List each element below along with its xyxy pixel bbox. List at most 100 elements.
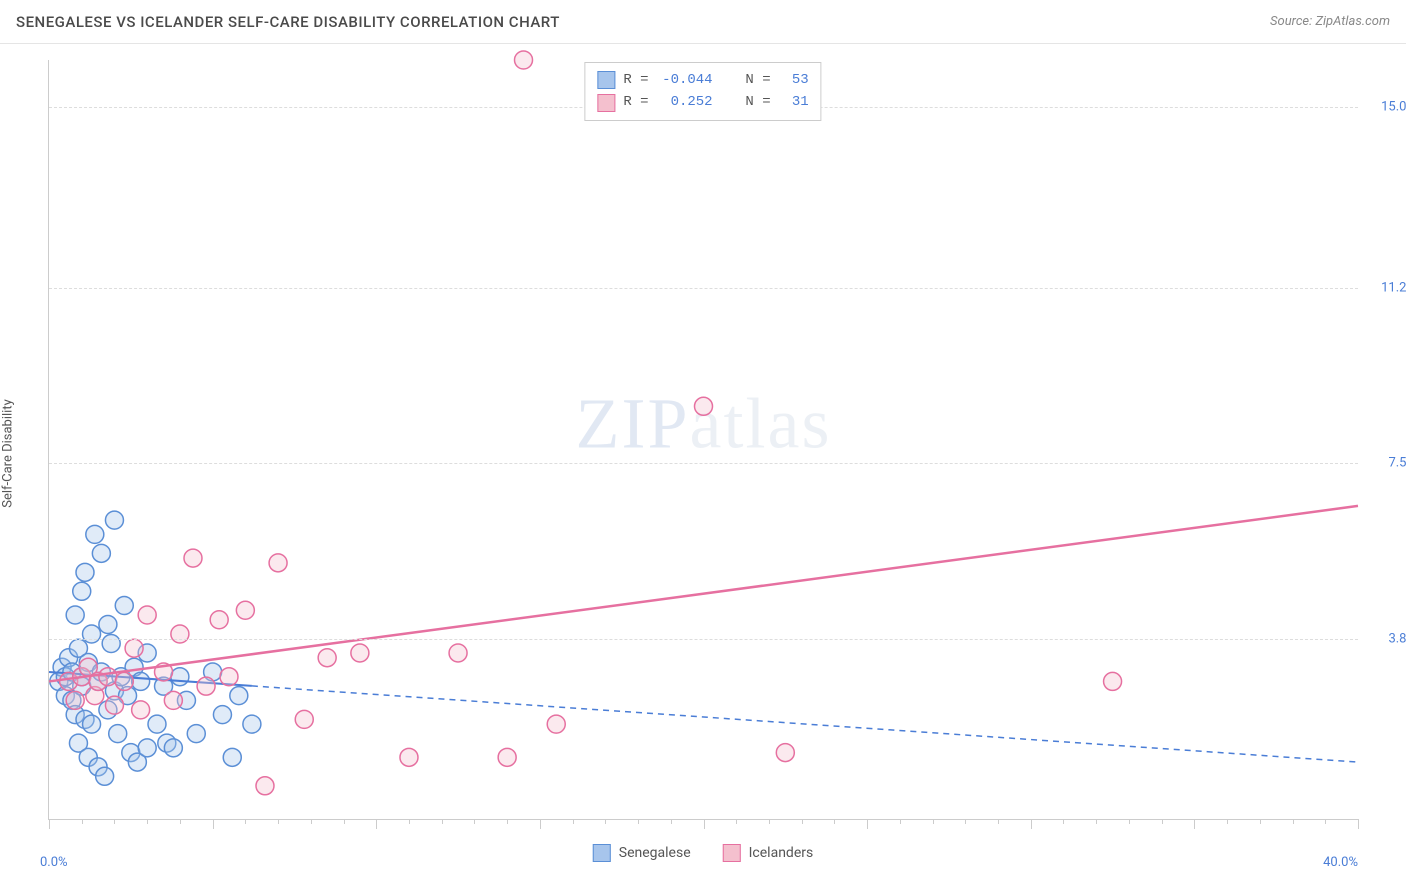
series-legend: Senegalese Icelanders	[593, 844, 813, 862]
legend-row-icelanders: R =0.252 N =31	[597, 91, 808, 113]
marker-icelanders	[66, 691, 84, 709]
gridline	[49, 288, 1358, 289]
x-tick	[311, 819, 312, 824]
marker-icelanders	[236, 601, 254, 619]
x-tick	[245, 819, 246, 824]
chart-title: SENEGALESE VS ICELANDER SELF-CARE DISABI…	[16, 13, 560, 31]
marker-senegalese	[132, 672, 150, 690]
x-tick	[507, 819, 508, 824]
r-value-senegalese: -0.044	[657, 69, 713, 91]
marker-senegalese	[213, 706, 231, 724]
x-tick	[474, 819, 475, 824]
r-label: R =	[623, 69, 648, 91]
x-tick	[867, 819, 868, 829]
marker-icelanders	[449, 644, 467, 662]
marker-senegalese	[96, 767, 114, 785]
marker-icelanders	[171, 625, 189, 643]
x-tick	[1325, 819, 1326, 824]
marker-icelanders	[776, 744, 794, 762]
marker-icelanders	[547, 715, 565, 733]
x-tick	[278, 819, 279, 824]
plot-area: ZIPatlas 3.8%7.5%11.2%15.0%	[48, 60, 1358, 820]
x-tick	[1063, 819, 1064, 824]
marker-senegalese	[171, 668, 189, 686]
x-tick	[736, 819, 737, 824]
gridline	[49, 639, 1358, 640]
x-tick	[900, 819, 901, 824]
marker-senegalese	[115, 597, 133, 615]
x-tick	[344, 819, 345, 824]
marker-icelanders	[184, 549, 202, 567]
x-tick	[834, 819, 835, 824]
marker-senegalese	[164, 739, 182, 757]
swatch-icelanders	[723, 844, 741, 862]
swatch-senegalese	[597, 71, 615, 89]
swatch-senegalese	[593, 844, 611, 862]
n-value-senegalese: 53	[779, 69, 809, 91]
x-tick	[147, 819, 148, 824]
marker-icelanders	[164, 691, 182, 709]
marker-senegalese	[76, 563, 94, 581]
marker-icelanders	[295, 710, 313, 728]
y-tick-label: 15.0%	[1366, 100, 1406, 115]
n-label: N =	[745, 91, 770, 113]
x-tick	[638, 819, 639, 824]
marker-icelanders	[515, 51, 533, 69]
marker-icelanders	[138, 606, 156, 624]
x-tick	[933, 819, 934, 824]
chart-header: SENEGALESE VS ICELANDER SELF-CARE DISABI…	[0, 0, 1406, 44]
marker-senegalese	[83, 625, 101, 643]
x-tick	[998, 819, 999, 824]
marker-icelanders	[695, 397, 713, 415]
marker-senegalese	[148, 715, 166, 733]
marker-senegalese	[83, 715, 101, 733]
x-tick	[1358, 819, 1359, 829]
marker-senegalese	[99, 616, 117, 634]
marker-icelanders	[498, 748, 516, 766]
marker-icelanders	[220, 668, 238, 686]
x-tick	[1096, 819, 1097, 824]
x-tick	[82, 819, 83, 824]
marker-senegalese	[66, 606, 84, 624]
x-tick	[114, 819, 115, 824]
x-tick	[605, 819, 606, 824]
marker-icelanders	[210, 611, 228, 629]
x-axis-min-label: 0.0%	[40, 855, 68, 870]
y-tick-label: 11.2%	[1366, 280, 1406, 295]
source-label: Source:	[1270, 14, 1315, 29]
marker-senegalese	[73, 582, 91, 600]
marker-icelanders	[400, 748, 418, 766]
x-tick	[1260, 819, 1261, 824]
x-tick	[1162, 819, 1163, 824]
y-axis-label: Self-Care Disability	[1, 399, 16, 507]
marker-icelanders	[125, 639, 143, 657]
x-tick	[442, 819, 443, 824]
x-tick	[965, 819, 966, 824]
y-tick-label: 7.5%	[1366, 456, 1406, 471]
legend-label-senegalese: Senegalese	[619, 845, 691, 861]
marker-senegalese	[187, 725, 205, 743]
x-axis-max-label: 40.0%	[1323, 855, 1358, 870]
chart-source: Source: ZipAtlas.com	[1270, 14, 1390, 29]
legend-label-icelanders: Icelanders	[749, 845, 814, 861]
marker-senegalese	[109, 725, 127, 743]
x-tick	[671, 819, 672, 824]
legend-row-senegalese: R =-0.044 N =53	[597, 69, 808, 91]
marker-icelanders	[1104, 672, 1122, 690]
n-value-icelanders: 31	[779, 91, 809, 113]
marker-senegalese	[138, 739, 156, 757]
legend-item-icelanders: Icelanders	[723, 844, 814, 862]
marker-senegalese	[92, 544, 110, 562]
x-tick	[704, 819, 705, 829]
x-tick	[769, 819, 770, 824]
r-label: R =	[623, 91, 648, 113]
marker-icelanders	[115, 672, 133, 690]
correlation-legend: R =-0.044 N =53R =0.252 N =31	[584, 62, 821, 121]
marker-icelanders	[197, 677, 215, 695]
marker-senegalese	[223, 748, 241, 766]
marker-icelanders	[105, 696, 123, 714]
x-tick	[573, 819, 574, 824]
marker-icelanders	[269, 554, 287, 572]
marker-senegalese	[86, 525, 104, 543]
marker-icelanders	[99, 668, 117, 686]
